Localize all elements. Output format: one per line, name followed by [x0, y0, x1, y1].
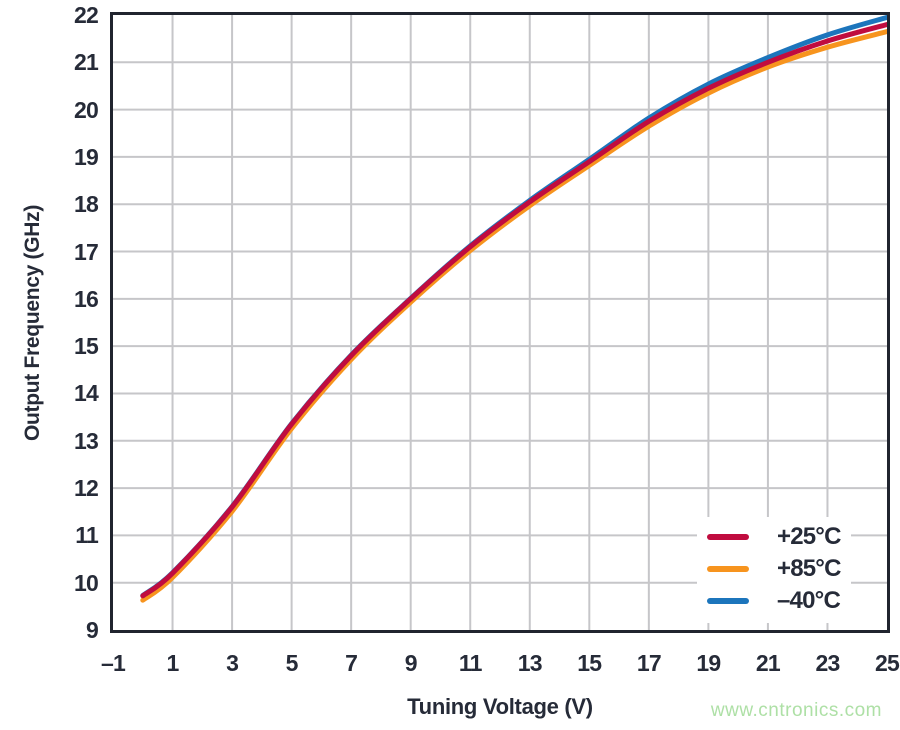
y-tick-label: 19	[74, 143, 99, 170]
x-tick-label: 21	[755, 650, 781, 676]
x-tick-label: 25	[875, 650, 900, 676]
x-tick-label: 7	[345, 650, 358, 676]
legend-row-0: +25°C	[697, 521, 851, 553]
x-tick-label: 9	[404, 650, 418, 676]
legend-label: –40°C	[777, 587, 841, 614]
x-tick-label: –1	[101, 650, 126, 676]
plot-area: +25°C +85°C –40°C	[110, 12, 890, 633]
x-tick-label: 17	[636, 650, 662, 676]
x-tick-label: 5	[285, 650, 299, 676]
y-axis-title: Output Frequency (GHz)	[21, 204, 44, 442]
y-tick-label: 20	[74, 96, 99, 123]
legend-label: +25°C	[777, 523, 841, 550]
y-tick-label: 21	[74, 49, 99, 76]
legend-label: +85°C	[777, 555, 841, 582]
legend-swatch-icon	[707, 534, 749, 540]
y-tick-label: 17	[74, 238, 99, 265]
legend-row-2: –40°C	[697, 585, 851, 617]
x-tick-label: 13	[517, 650, 543, 676]
x-tick-label: 11	[458, 650, 483, 676]
series-line-2	[140, 15, 887, 598]
x-tick-label: 1	[166, 650, 180, 676]
y-tick-label: 16	[74, 285, 99, 312]
y-tick-label: 14	[74, 380, 99, 407]
y-tick-label: 12	[74, 475, 99, 502]
y-tick-label: 18	[74, 191, 99, 218]
y-tick-label: 9	[86, 617, 99, 643]
watermark: www.cntronics.com	[710, 700, 882, 721]
legend-swatch-icon	[707, 566, 749, 572]
series-line-1	[140, 29, 887, 603]
y-tick-label: 11	[75, 522, 99, 549]
y-tick-label: 10	[74, 569, 99, 596]
x-axis-title: Tuning Voltage (V)	[407, 694, 593, 719]
y-tick-label: 22	[74, 2, 99, 28]
x-tick-label: 3	[226, 650, 239, 676]
y-tick-label: 13	[74, 427, 99, 454]
y-tick-label: 15	[74, 333, 99, 360]
x-tick-label: 15	[577, 650, 602, 676]
legend-swatch-icon	[707, 598, 749, 604]
series-line-0	[140, 22, 887, 599]
legend: +25°C +85°C –40°C	[697, 517, 851, 623]
x-tick-label: 19	[696, 650, 721, 676]
legend-row-1: +85°C	[697, 553, 851, 585]
x-tick-label: 23	[815, 650, 840, 676]
